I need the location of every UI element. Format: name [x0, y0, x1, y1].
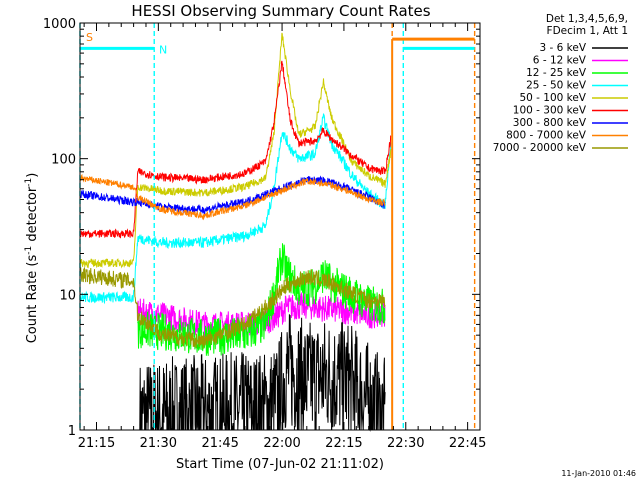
y-axis-label-part2: detector: [25, 186, 40, 246]
x-tick-label: 22:30: [387, 436, 424, 451]
axes-layer: 1 10 100 1000 21:15 21:30 21:45 22:00 22:15 22:30…: [43, 17, 486, 451]
plot-frame: [79, 22, 481, 431]
annotation-n: N: [159, 43, 167, 56]
x-tick-label: 22:15: [325, 436, 362, 451]
y-axis-label-sup2: -1: [24, 178, 34, 187]
y-axis-label-sup1: -1: [24, 246, 34, 255]
legend-entry-label-3: 12 - 25 keV: [526, 67, 587, 79]
x-tick-label: 21:45: [201, 436, 238, 451]
x-tick-label: 22:45: [449, 436, 486, 451]
chart-title: HESSI Observing Summary Count Rates: [131, 2, 430, 20]
y-axis-label-part3: ): [25, 173, 40, 178]
legend-entry-label-1: 3 - 6 keV: [539, 42, 586, 54]
marker-layer: SN: [79, 23, 476, 430]
y-tick-label: 1000: [43, 17, 76, 32]
y-tick-label: 100: [51, 153, 76, 168]
series-line-1: [139, 314, 386, 432]
series-line-5: [79, 32, 392, 269]
y-axis-label-part1: Count Rate (s: [25, 255, 40, 344]
legend-entry-label-4: 25 - 50 keV: [526, 80, 587, 92]
legend-entry-label-8: 800 - 7000 keV: [506, 130, 587, 142]
legend: Det 1,3,4,5,6,9,FDecim 1, Att 1 3 - 6 keV…: [493, 13, 628, 154]
footer-date: 11-Jan-2010 01:46: [561, 469, 636, 478]
legend-entry-label-5: 50 - 100 keV: [519, 92, 586, 104]
series-layer: [79, 32, 392, 432]
legend-entry-label-7: 300 - 800 keV: [513, 117, 587, 129]
legend-header-line: Det 1,3,4,5,6,9,: [546, 13, 628, 25]
x-tick-label: 22:00: [263, 436, 300, 451]
series-line-4: [79, 113, 392, 305]
legend-entry-label-2: 6 - 12 keV: [533, 55, 587, 67]
x-axis-label: Start Time (07-Jun-02 21:11:02): [176, 457, 384, 472]
annotation-s: S: [86, 31, 93, 44]
legend-header-line: FDecim 1, Att 1: [547, 25, 628, 37]
series-line-6: [79, 60, 392, 239]
y-tick-label: 1: [68, 424, 76, 439]
legend-entry-label-9: 7000 - 20000 keV: [493, 142, 587, 154]
series-line-9: [79, 267, 386, 349]
x-tick-label: 21:15: [78, 436, 115, 451]
series-line-8: [79, 173, 386, 221]
y-axis-label: Count Rate (s-1 detector-1): [24, 173, 40, 344]
y-tick-label: 10: [59, 288, 76, 303]
legend-entry-label-6: 100 - 300 keV: [513, 105, 587, 117]
x-tick-label: 21:30: [140, 436, 177, 451]
